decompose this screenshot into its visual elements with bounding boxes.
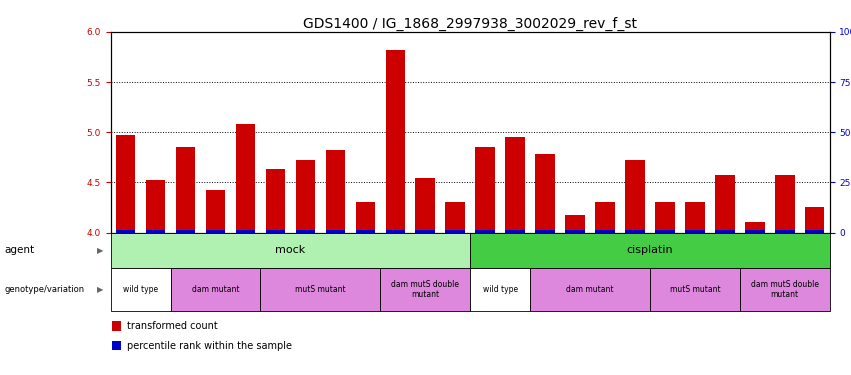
Bar [266, 230, 285, 232]
Bar [326, 150, 346, 232]
Bar [535, 154, 555, 232]
Bar [295, 160, 315, 232]
Bar [170, 268, 260, 311]
Text: mock: mock [275, 245, 306, 255]
Text: wild type: wild type [483, 285, 517, 294]
Bar [112, 321, 122, 331]
Bar [655, 202, 675, 232]
Bar [112, 340, 122, 350]
Text: agent: agent [4, 245, 34, 255]
Bar [625, 230, 645, 232]
Bar [356, 202, 375, 232]
Text: percentile rank within the sample: percentile rank within the sample [127, 341, 292, 351]
Text: cisplatin: cisplatin [626, 245, 673, 255]
Bar [595, 230, 614, 232]
Bar [445, 202, 465, 232]
Bar [775, 176, 795, 232]
Bar [326, 230, 346, 232]
Bar [595, 202, 614, 232]
Bar [476, 147, 495, 232]
Bar [775, 230, 795, 232]
Bar [715, 176, 734, 232]
Text: dam mutS double
mutant: dam mutS double mutant [391, 280, 460, 299]
Bar [650, 268, 740, 311]
Bar [476, 230, 495, 232]
Bar [415, 178, 435, 232]
Bar [745, 222, 764, 232]
Text: ▶: ▶ [97, 285, 104, 294]
Bar [470, 268, 530, 311]
Text: wild type: wild type [123, 285, 158, 294]
Bar [415, 230, 435, 232]
Bar [236, 230, 255, 232]
Bar [505, 230, 525, 232]
Bar [715, 230, 734, 232]
Bar [356, 230, 375, 232]
Text: dam mutS double
mutant: dam mutS double mutant [751, 280, 819, 299]
Bar [565, 230, 585, 232]
Bar [266, 169, 285, 232]
Bar [505, 137, 525, 232]
Bar [176, 147, 195, 232]
Text: mutS mutant: mutS mutant [670, 285, 720, 294]
Bar [236, 124, 255, 232]
Bar [176, 230, 195, 232]
Bar [445, 230, 465, 232]
Bar [530, 268, 650, 311]
Bar [805, 207, 825, 232]
Bar [146, 180, 165, 232]
Bar [625, 160, 645, 232]
Bar [740, 268, 830, 311]
Bar [386, 230, 405, 232]
Bar [260, 268, 380, 311]
Text: dam mutant: dam mutant [191, 285, 239, 294]
Bar [111, 232, 470, 268]
Text: ▶: ▶ [97, 246, 104, 255]
Text: mutS mutant: mutS mutant [295, 285, 346, 294]
Bar [146, 230, 165, 232]
Bar [116, 135, 135, 232]
Bar [745, 230, 764, 232]
Bar [206, 190, 226, 232]
Bar [111, 268, 170, 311]
Bar [685, 230, 705, 232]
Title: GDS1400 / IG_1868_2997938_3002029_rev_f_st: GDS1400 / IG_1868_2997938_3002029_rev_f_… [303, 17, 637, 31]
Bar [295, 230, 315, 232]
Bar [535, 230, 555, 232]
Bar [565, 216, 585, 232]
Bar [380, 268, 470, 311]
Text: transformed count: transformed count [127, 321, 218, 331]
Text: genotype/variation: genotype/variation [4, 285, 84, 294]
Bar [116, 230, 135, 232]
Bar [805, 230, 825, 232]
Bar [470, 232, 830, 268]
Bar [206, 230, 226, 232]
Bar [685, 202, 705, 232]
Bar [386, 50, 405, 232]
Bar [655, 230, 675, 232]
Text: dam mutant: dam mutant [566, 285, 614, 294]
